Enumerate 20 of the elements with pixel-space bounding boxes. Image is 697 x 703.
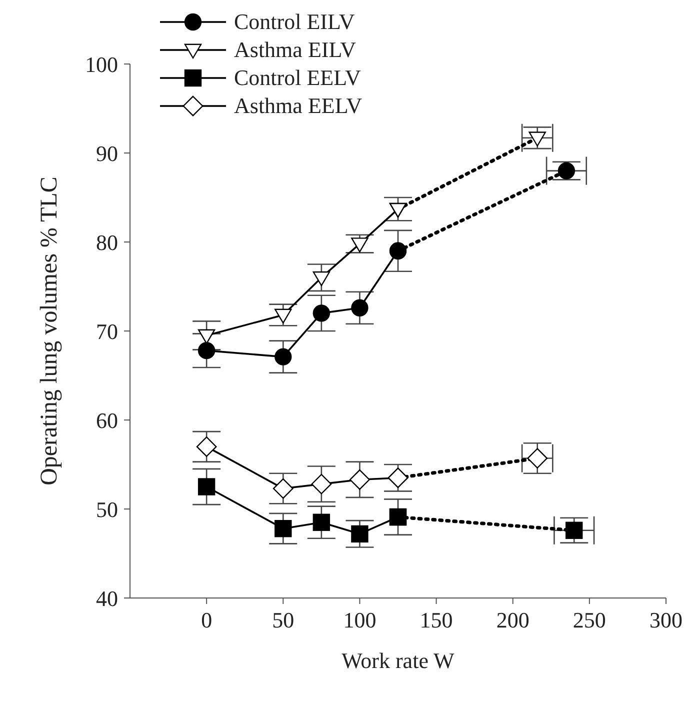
y-axis-title: Operating lung volumes % TLC [36,176,63,486]
y-tick-label: 60 [96,408,118,433]
legend-label: Control EILV [234,8,355,36]
x-tick-label: 150 [420,608,453,633]
legend-label: Asthma EILV [234,36,356,64]
y-tick-label: 40 [96,586,118,611]
legend-label: Control EELV [234,64,361,92]
y-tick-label: 80 [96,230,118,255]
y-tick-label: 50 [96,496,118,522]
legend-label: Asthma EELV [234,92,362,120]
x-tick-label: 250 [572,608,606,633]
y-tick-label: 90 [96,140,118,166]
x-tick-label: 300 [650,608,682,633]
x-tick-label: 200 [496,608,530,633]
x-tick-label: 50 [272,608,294,633]
y-tick-label: 100 [85,52,118,77]
y-tick-label: 70 [96,318,118,344]
x-tick-label: 100 [343,608,376,633]
x-axis-title: Work rate W [342,648,455,673]
x-tick-label: 0 [201,608,212,633]
